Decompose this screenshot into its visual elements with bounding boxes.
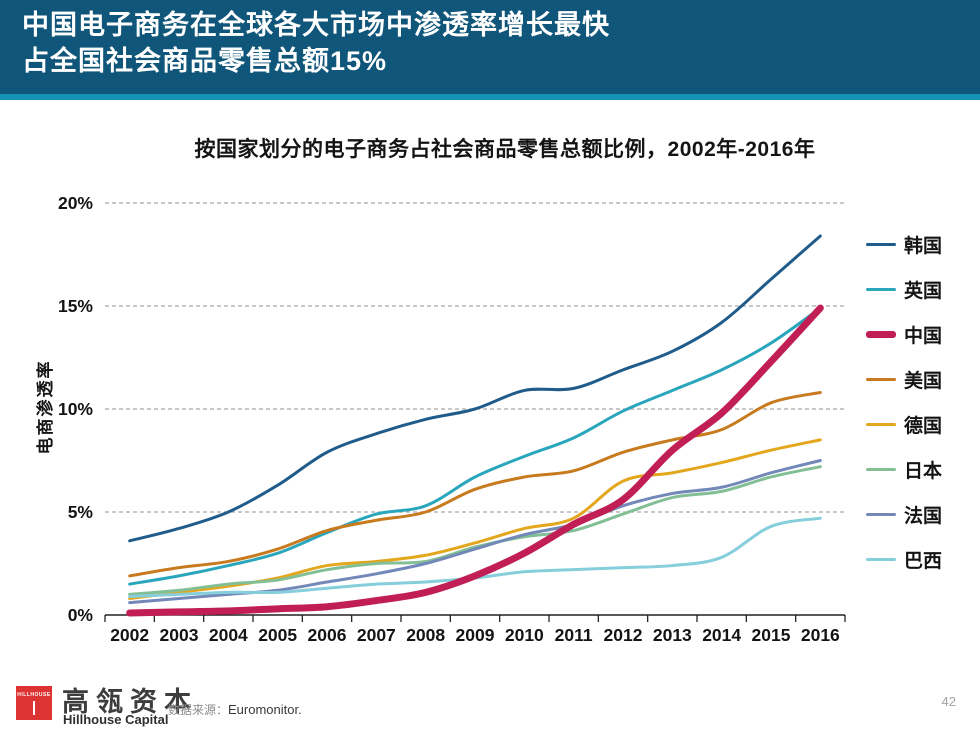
legend-item-china: 中国 xyxy=(866,312,976,357)
x-tick-label: 2008 xyxy=(406,625,445,645)
legend-swatch-france xyxy=(866,512,896,517)
series-line-us xyxy=(128,391,822,578)
x-tick-label: 2003 xyxy=(160,625,199,645)
hillhouse-logo-text: HILLHOUSE xyxy=(17,692,51,698)
header-accent-strip xyxy=(0,94,980,100)
y-tick-label: 10% xyxy=(58,399,93,419)
series-line-china xyxy=(126,304,824,617)
slide-title-line1: 中国电子商务在全球各大市场中渗透率增长最快 xyxy=(22,10,610,40)
legend-label-japan: 日本 xyxy=(904,461,943,482)
y-tick-label: 15% xyxy=(58,296,93,316)
legend-swatch-uk xyxy=(866,287,896,292)
legend-label-germany: 德国 xyxy=(904,416,943,437)
series-line-korea xyxy=(128,234,822,543)
x-tick-label: 2013 xyxy=(653,625,692,645)
y-tick-label: 20% xyxy=(58,193,93,213)
legend-swatch-china xyxy=(866,331,896,338)
x-tick-label: 2007 xyxy=(357,625,396,645)
series-line-japan xyxy=(128,465,822,596)
x-tick-label: 2009 xyxy=(456,625,495,645)
page-number: 42 xyxy=(941,694,956,709)
x-tick-label: 2012 xyxy=(604,625,643,645)
legend-label-china: 中国 xyxy=(904,326,943,347)
brand-name-english: Hillhouse Capital xyxy=(63,712,169,727)
chart-title: 按国家划分的电子商务占社会商品零售总额比例，2002年-2016年 xyxy=(194,138,816,161)
x-tick-label: 2015 xyxy=(752,625,791,645)
legend-swatch-japan xyxy=(866,467,896,472)
brand-name-chinese: 高瓴资本 xyxy=(62,687,198,717)
legend-swatch-germany xyxy=(866,422,896,427)
header-banner: 中国电子商务在全球各大市场中渗透率增长最快 占全国社会商品零售总额15% xyxy=(0,0,980,94)
legend-item-japan: 日本 xyxy=(866,447,976,492)
legend-item-france: 法国 xyxy=(866,492,976,537)
legend-item-us: 美国 xyxy=(866,357,976,402)
legend-swatch-us xyxy=(866,377,896,382)
footer: HILLHOUSE 高瓴资本 Hillhouse Capital 数据来源：Eu… xyxy=(0,670,980,735)
data-source-label: 数据来源： xyxy=(168,703,229,717)
y-tick-label: 5% xyxy=(68,502,94,522)
x-tick-label: 2002 xyxy=(110,625,149,645)
chart-legend: 韩国英国中国美国德国日本法国巴西 xyxy=(866,222,976,582)
x-tick-label: 2016 xyxy=(801,625,840,645)
x-tick-label: 2010 xyxy=(505,625,544,645)
x-tick-label: 2014 xyxy=(702,625,741,645)
slide-title-line2: 占全国社会商品零售总额15% xyxy=(22,46,388,76)
legend-swatch-brazil xyxy=(866,557,896,562)
hillhouse-logo-stem xyxy=(33,701,35,715)
slide-title: 中国电子商务在全球各大市场中渗透率增长最快 占全国社会商品零售总额15% xyxy=(22,7,610,79)
legend-item-brazil: 巴西 xyxy=(866,537,976,582)
legend-item-korea: 韩国 xyxy=(866,222,976,267)
x-tick-label: 2011 xyxy=(555,625,593,645)
legend-label-uk: 英国 xyxy=(904,281,943,302)
x-tick-label: 2006 xyxy=(308,625,347,645)
legend-swatch-korea xyxy=(866,242,896,247)
data-source-note: 数据来源：Euromonitor. xyxy=(168,701,302,718)
data-source-value: Euromonitor. xyxy=(228,702,302,717)
legend-label-brazil: 巴西 xyxy=(904,551,943,572)
y-tick-label: 0% xyxy=(68,605,94,625)
legend-item-germany: 德国 xyxy=(866,402,976,447)
legend-label-france: 法国 xyxy=(904,506,943,527)
x-tick-label: 2004 xyxy=(209,625,248,645)
x-tick-label: 2005 xyxy=(258,625,297,645)
legend-label-korea: 韩国 xyxy=(904,236,943,257)
series-line-uk xyxy=(128,306,822,586)
legend-item-uk: 英国 xyxy=(866,267,976,312)
series-line-france xyxy=(128,459,822,605)
hillhouse-logo: HILLHOUSE xyxy=(16,686,52,720)
legend-label-us: 美国 xyxy=(904,371,943,392)
